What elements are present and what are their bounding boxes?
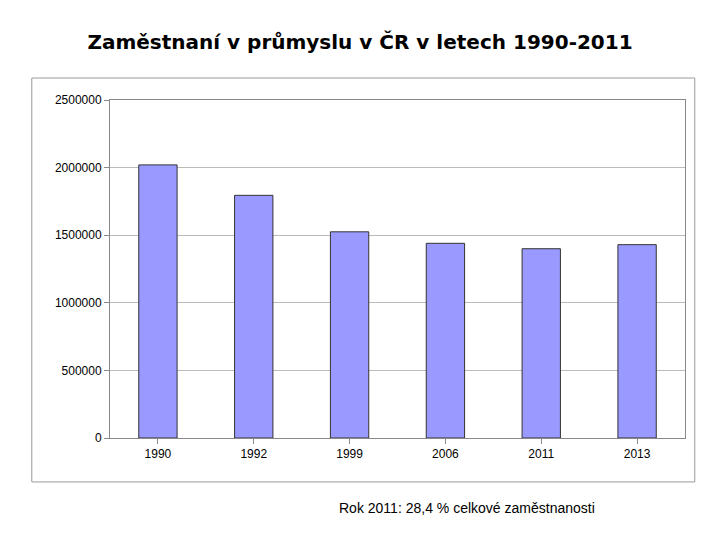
svg-text:1000000: 1000000	[55, 296, 102, 310]
svg-text:1990: 1990	[145, 447, 172, 461]
svg-text:2500000: 2500000	[55, 93, 102, 107]
svg-text:1992: 1992	[240, 447, 267, 461]
svg-text:2011: 2011	[528, 447, 554, 461]
svg-text:1500000: 1500000	[55, 228, 102, 242]
svg-text:2013: 2013	[624, 447, 651, 461]
svg-text:2006: 2006	[432, 447, 459, 461]
svg-text:1999: 1999	[336, 447, 363, 461]
svg-text:Rok 2011: 28,4 % celkové zaměs: Rok 2011: 28,4 % celkové zaměstnanosti	[339, 500, 595, 516]
svg-text:Zaměstnaní v průmyslu v ČR v l: Zaměstnaní v průmyslu v ČR v letech 1990…	[87, 30, 632, 54]
svg-text:500000: 500000	[62, 364, 102, 378]
svg-text:0: 0	[95, 431, 102, 445]
svg-text:2000000: 2000000	[55, 161, 102, 175]
